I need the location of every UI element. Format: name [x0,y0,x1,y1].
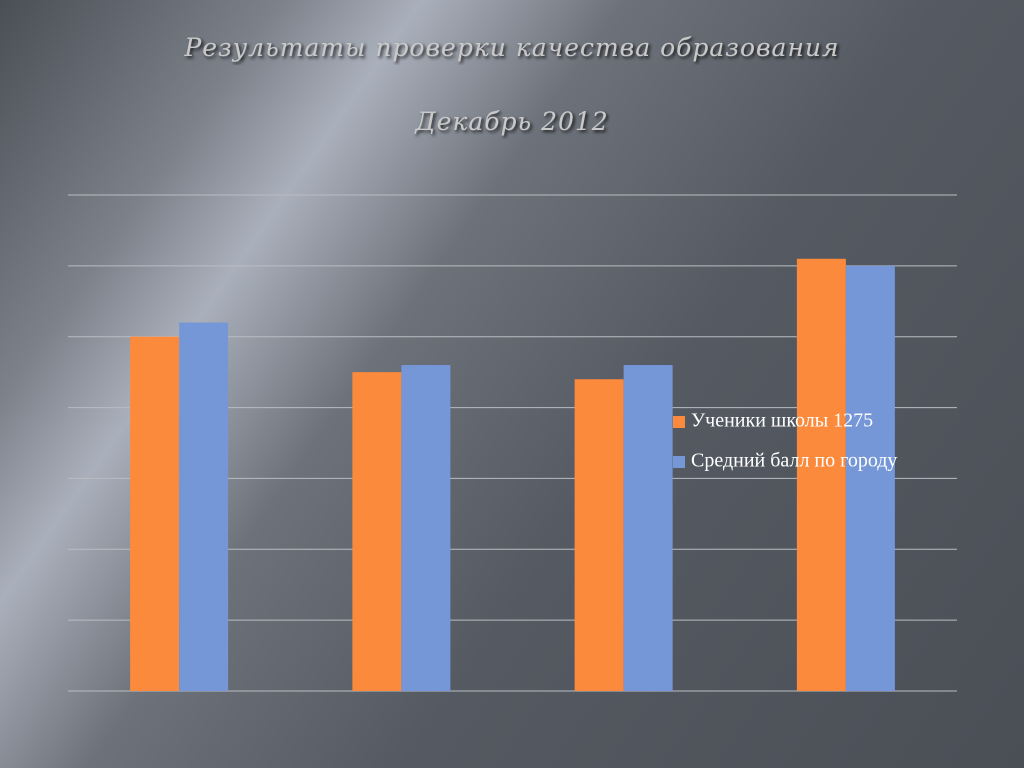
bar [352,372,402,691]
chart-title: Результаты проверки качества образования [183,33,839,62]
bar [130,336,180,691]
bar [574,379,624,691]
legend-swatch [673,416,685,428]
legend-label: Средний балл по городу [691,450,897,472]
bar [796,258,846,691]
legend-swatch [673,456,685,468]
bar [401,365,451,691]
chart-subtitle: Декабрь 2012 [414,107,608,136]
legend-label: Ученики школы 1275 [691,410,873,432]
bar [623,365,673,691]
bar [179,322,229,691]
bar [845,265,895,691]
